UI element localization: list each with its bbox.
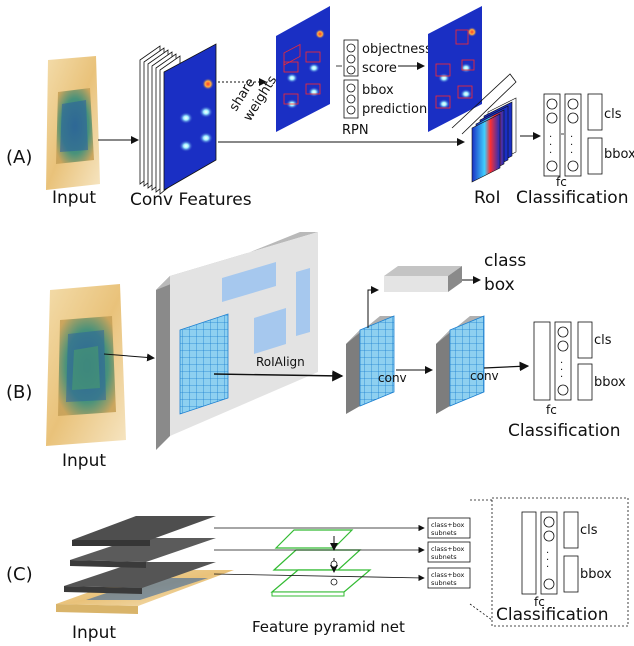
panel-b-conv2-label: conv [470,369,499,383]
panel-a-cls-box [587,93,603,131]
panel-a-tag: (A) [6,147,32,168]
conv-feature-stack [139,43,217,195]
objectness-head [343,39,359,77]
subnet-1-line1: class+box [431,521,464,529]
panel-b-classification-label: Classification [508,421,620,441]
svg-text:·: · [546,548,549,559]
panel-a-classification-label: Classification [516,188,628,208]
panel-c-bbox-label: bbox [580,567,612,582]
panel-a-fc-label: fc [556,175,567,189]
rpn-label: RPN [342,123,369,138]
arrow-b-input-to-features [103,353,155,362]
box-label: box [484,275,515,295]
subnet-3-line2: subnets [431,579,457,587]
class-box-head [384,266,462,292]
svg-text:·: · [546,562,549,573]
panel-b-tag: (B) [6,382,32,403]
panel-b-bbox-box [577,363,593,401]
panel-b-conv-block-2 [436,315,485,414]
svg-text:·: · [546,555,549,566]
svg-text:·: · [560,358,563,369]
proposal-heatmap [428,6,482,132]
panel-c-input-image [56,570,234,614]
subnet-box-3: class+box subnets [427,567,471,589]
panel-c-cls-label: cls [580,523,598,538]
panel-b-fc-layers: · · · [533,321,572,401]
subnet-box-1: class+box subnets [427,517,471,539]
panel-a-cls-label: cls [604,107,622,122]
subnet-box-2: class+box subnets [427,541,471,563]
panel-a: (A) Input Conv Features share [6,6,634,210]
svg-text:·: · [549,148,552,159]
rpn-heatmap [276,6,330,132]
panel-c-fc-layers: · · · [521,511,558,595]
panel-b-conv1-label: conv [378,371,407,385]
panel-b-input-label: Input [62,451,106,471]
fpn-green-layers [270,529,372,597]
objectness-label-2: score [362,61,397,76]
conv-features-label: Conv Features [130,190,252,210]
svg-text:·: · [570,132,573,143]
panel-c-cls-box [563,511,579,549]
panel-c-classification-label: Classification [496,605,608,625]
subnet-1-line2: subnets [431,529,457,537]
panel-b: (B) Input RoIAlign conv [6,232,626,471]
roialign-arrow [213,370,344,382]
roi-projection-lines [451,73,517,135]
panel-c-bbox-box [563,555,579,593]
arrow-to-class-box-head [367,286,379,328]
roialign-label: RoIAlign [256,355,305,369]
panel-c-fc-label: fc [534,595,545,609]
arrow-conv2-to-fc [483,361,530,372]
panel-b-cls-label: cls [594,333,612,348]
panel-c-tag: (C) [6,564,33,585]
svg-text:·: · [549,132,552,143]
panel-b-bbox-label: bbox [594,375,626,390]
bbox-head [343,79,359,119]
classification-inset [491,497,629,627]
svg-text:·: · [570,148,573,159]
bbox-pred-label-2: prediction [362,102,427,117]
panel-c-input-label: Input [72,623,116,643]
panel-c: (C) Input [6,497,629,643]
panel-b-cls-box [577,321,593,359]
panel-c-dark-layer-1 [72,516,216,546]
fpn-label: Feature pyramid net [252,618,405,636]
arrow-layer3-to-subnet [213,573,425,582]
panel-b-input-image [46,284,126,446]
panel-a-fc-layers: · · · · · · [543,93,582,177]
bbox-pred-label-1: bbox [362,83,394,98]
panel-c-dark-layer-2 [70,538,216,568]
svg-text:·: · [549,140,552,151]
objectness-label-1: objectness [362,42,432,57]
class-label: class [484,251,526,271]
panel-a-roi-label: RoI [474,188,500,208]
panel-c-dark-layer-3 [64,562,216,594]
zoom-line-bottom [469,603,493,621]
subnet-2-line2: subnets [431,553,457,561]
panel-b-feature-plane [156,232,318,450]
panel-a-bbox-box [587,137,603,175]
subnet-2-line1: class+box [431,545,464,553]
svg-text:·: · [560,372,563,383]
panel-a-bbox-label: bbox [604,147,634,162]
svg-text:·: · [560,365,563,376]
panel-a-input-image [46,56,100,190]
subnet-3-line1: class+box [431,571,464,579]
roi-stack [471,97,517,183]
panel-b-conv-block-1 [346,315,395,414]
panel-a-input-label: Input [52,188,96,208]
svg-text:·: · [570,140,573,151]
panel-b-fc-label: fc [546,403,557,417]
